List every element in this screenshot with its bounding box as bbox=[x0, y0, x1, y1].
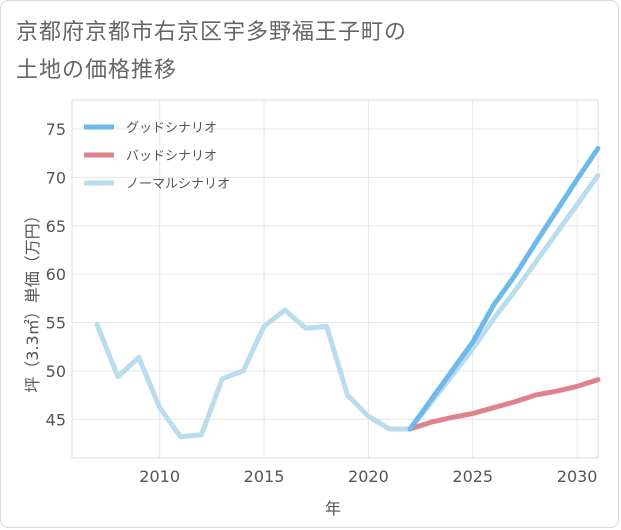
chart-title-line1: 京都府京都市右京区宇多野福王子町の bbox=[16, 20, 408, 45]
series-line-2 bbox=[94, 173, 601, 440]
y-tick-label: 55 bbox=[46, 314, 66, 333]
x-tick-label: 2030 bbox=[557, 467, 598, 486]
legend-label-2: ノーマルシナリオ bbox=[126, 177, 230, 192]
x-tick-label: 2010 bbox=[139, 467, 180, 486]
series-line-0 bbox=[407, 145, 601, 432]
x-axis-label: 年 bbox=[325, 499, 341, 518]
x-tick-label: 2020 bbox=[348, 467, 389, 486]
series-line-1 bbox=[407, 377, 601, 432]
plot-border bbox=[71, 99, 599, 459]
chart-title: 京都府京都市右京区宇多野福王子町の 土地の価格推移 bbox=[16, 14, 576, 90]
legend-label-0: グッドシナリオ bbox=[126, 121, 217, 136]
legend-label-1: バッドシナリオ bbox=[126, 149, 217, 164]
y-tick-label: 75 bbox=[46, 120, 66, 139]
grid bbox=[72, 100, 598, 458]
chart-title-line2: 土地の価格推移 bbox=[16, 58, 178, 83]
y-tick-label: 70 bbox=[46, 168, 66, 187]
y-tick-label: 60 bbox=[46, 265, 66, 284]
y-tick-label: 65 bbox=[46, 217, 66, 236]
x-axis-ticks: 2010 2015 2020 2025 2030 bbox=[139, 467, 597, 486]
y-axis-ticks: 45 50 55 60 65 70 75 bbox=[46, 120, 66, 429]
series-lines bbox=[94, 145, 601, 440]
y-axis-label: 坪（3.3㎡）単価（万円） bbox=[23, 207, 42, 392]
x-tick-label: 2025 bbox=[452, 467, 493, 486]
x-tick-label: 2015 bbox=[244, 467, 285, 486]
y-tick-label: 50 bbox=[46, 362, 66, 381]
y-tick-label: 45 bbox=[46, 410, 66, 429]
